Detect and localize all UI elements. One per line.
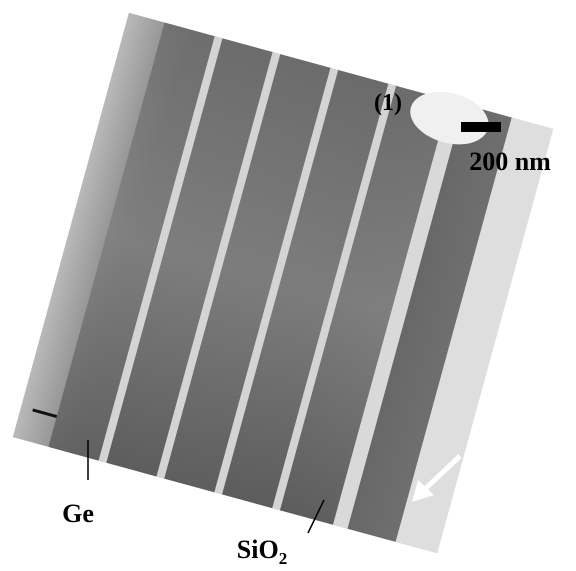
scale-bar: [461, 122, 501, 132]
sio2-label-main: SiO: [237, 535, 279, 564]
micrograph: [13, 5, 556, 553]
ge-label: Ge: [62, 499, 94, 528]
page: (1) 200 nm Ge SiO2 (() => { const data =…: [0, 0, 576, 571]
scale-bar-label: 200 nm: [469, 147, 551, 176]
marker-label: (1): [374, 90, 402, 116]
sio2-label-subscript: 2: [279, 549, 288, 568]
sio2-label: SiO2: [237, 535, 287, 568]
micrograph-figure: (1) 200 nm Ge SiO2: [0, 0, 576, 571]
